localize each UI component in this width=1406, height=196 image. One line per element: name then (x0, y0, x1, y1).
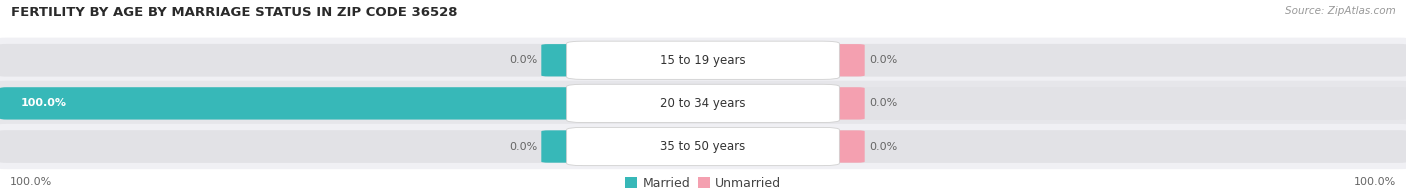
FancyBboxPatch shape (541, 130, 591, 163)
FancyBboxPatch shape (567, 127, 839, 166)
Text: FERTILITY BY AGE BY MARRIAGE STATUS IN ZIP CODE 36528: FERTILITY BY AGE BY MARRIAGE STATUS IN Z… (11, 6, 458, 19)
FancyBboxPatch shape (0, 124, 1406, 169)
FancyBboxPatch shape (0, 130, 592, 163)
Text: 0.0%: 0.0% (869, 142, 897, 152)
Text: 100.0%: 100.0% (10, 177, 52, 187)
FancyBboxPatch shape (815, 44, 865, 76)
Text: 100.0%: 100.0% (21, 98, 67, 108)
FancyBboxPatch shape (0, 87, 591, 120)
Text: 100.0%: 100.0% (1354, 177, 1396, 187)
FancyBboxPatch shape (815, 87, 865, 120)
FancyBboxPatch shape (541, 44, 591, 76)
FancyBboxPatch shape (814, 44, 1406, 77)
FancyBboxPatch shape (814, 87, 1406, 120)
Text: Source: ZipAtlas.com: Source: ZipAtlas.com (1285, 6, 1396, 16)
Text: 0.0%: 0.0% (509, 55, 537, 65)
Text: 0.0%: 0.0% (869, 98, 897, 108)
FancyBboxPatch shape (567, 41, 839, 79)
FancyBboxPatch shape (567, 84, 839, 122)
FancyBboxPatch shape (814, 130, 1406, 163)
Text: 15 to 19 years: 15 to 19 years (661, 54, 745, 67)
FancyBboxPatch shape (815, 130, 865, 163)
Text: 0.0%: 0.0% (869, 55, 897, 65)
FancyBboxPatch shape (0, 44, 592, 77)
FancyBboxPatch shape (0, 38, 1406, 83)
Text: 35 to 50 years: 35 to 50 years (661, 140, 745, 153)
FancyBboxPatch shape (0, 81, 1406, 126)
FancyBboxPatch shape (0, 87, 592, 120)
Legend: Married, Unmarried: Married, Unmarried (624, 177, 782, 190)
Text: 20 to 34 years: 20 to 34 years (661, 97, 745, 110)
Text: 0.0%: 0.0% (509, 142, 537, 152)
